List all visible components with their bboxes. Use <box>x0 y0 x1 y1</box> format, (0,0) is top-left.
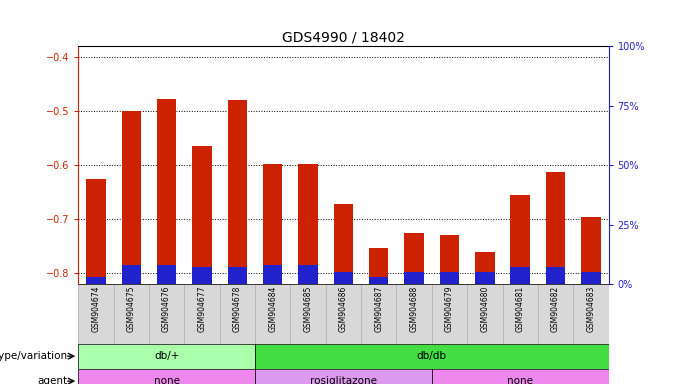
Bar <box>149 284 184 344</box>
Bar <box>432 369 609 384</box>
Bar <box>220 284 255 344</box>
Title: GDS4990 / 18402: GDS4990 / 18402 <box>282 31 405 45</box>
Bar <box>86 179 105 284</box>
Text: GSM904676: GSM904676 <box>162 286 171 333</box>
Bar <box>440 272 459 284</box>
Bar <box>78 284 114 344</box>
Bar <box>263 265 282 284</box>
Text: none: none <box>507 376 533 384</box>
Bar <box>255 344 609 369</box>
Bar <box>581 272 600 284</box>
Bar <box>432 284 467 344</box>
Bar <box>299 265 318 284</box>
Bar <box>192 146 211 284</box>
Text: GSM904677: GSM904677 <box>197 286 207 333</box>
Bar <box>299 164 318 284</box>
Text: GSM904674: GSM904674 <box>91 286 101 333</box>
Text: GSM904678: GSM904678 <box>233 286 242 332</box>
Bar <box>369 277 388 284</box>
Bar <box>157 265 176 284</box>
Bar <box>334 204 353 284</box>
Bar <box>511 195 530 284</box>
Bar <box>263 164 282 284</box>
Bar <box>581 217 600 284</box>
Bar <box>290 284 326 344</box>
Text: GSM904679: GSM904679 <box>445 286 454 333</box>
Text: rosiglitazone: rosiglitazone <box>310 376 377 384</box>
Bar <box>546 268 565 284</box>
Bar <box>334 272 353 284</box>
Text: GSM904675: GSM904675 <box>126 286 136 333</box>
Text: GSM904686: GSM904686 <box>339 286 348 332</box>
Text: GSM904685: GSM904685 <box>303 286 313 332</box>
Bar <box>184 284 220 344</box>
Text: GSM904680: GSM904680 <box>480 286 490 332</box>
Text: GSM904681: GSM904681 <box>515 286 525 332</box>
Bar <box>86 277 105 284</box>
Bar <box>78 344 255 369</box>
Bar <box>475 252 494 284</box>
Bar <box>122 265 141 284</box>
Bar <box>228 268 247 284</box>
Text: GSM904684: GSM904684 <box>268 286 277 332</box>
Bar <box>405 272 424 284</box>
Bar <box>228 100 247 284</box>
Bar <box>361 284 396 344</box>
Text: GSM904688: GSM904688 <box>409 286 419 332</box>
Bar <box>255 369 432 384</box>
Text: genotype/variation: genotype/variation <box>0 351 67 361</box>
Text: db/+: db/+ <box>154 351 180 361</box>
Bar <box>396 284 432 344</box>
Text: GSM904687: GSM904687 <box>374 286 384 332</box>
Bar <box>114 284 149 344</box>
Text: db/db: db/db <box>417 351 447 361</box>
Bar <box>122 111 141 284</box>
Bar <box>503 284 538 344</box>
Bar <box>78 369 255 384</box>
Bar <box>546 172 565 284</box>
Bar <box>405 233 424 284</box>
Bar <box>511 268 530 284</box>
Bar <box>538 284 573 344</box>
Bar <box>467 284 503 344</box>
Text: none: none <box>154 376 180 384</box>
Bar <box>440 235 459 284</box>
Bar <box>573 284 609 344</box>
Text: GSM904682: GSM904682 <box>551 286 560 332</box>
Text: GSM904683: GSM904683 <box>586 286 596 332</box>
Bar <box>369 248 388 284</box>
Bar <box>255 284 290 344</box>
Bar <box>157 99 176 284</box>
Bar <box>475 272 494 284</box>
Bar <box>192 268 211 284</box>
Text: agent: agent <box>37 376 67 384</box>
Bar <box>326 284 361 344</box>
